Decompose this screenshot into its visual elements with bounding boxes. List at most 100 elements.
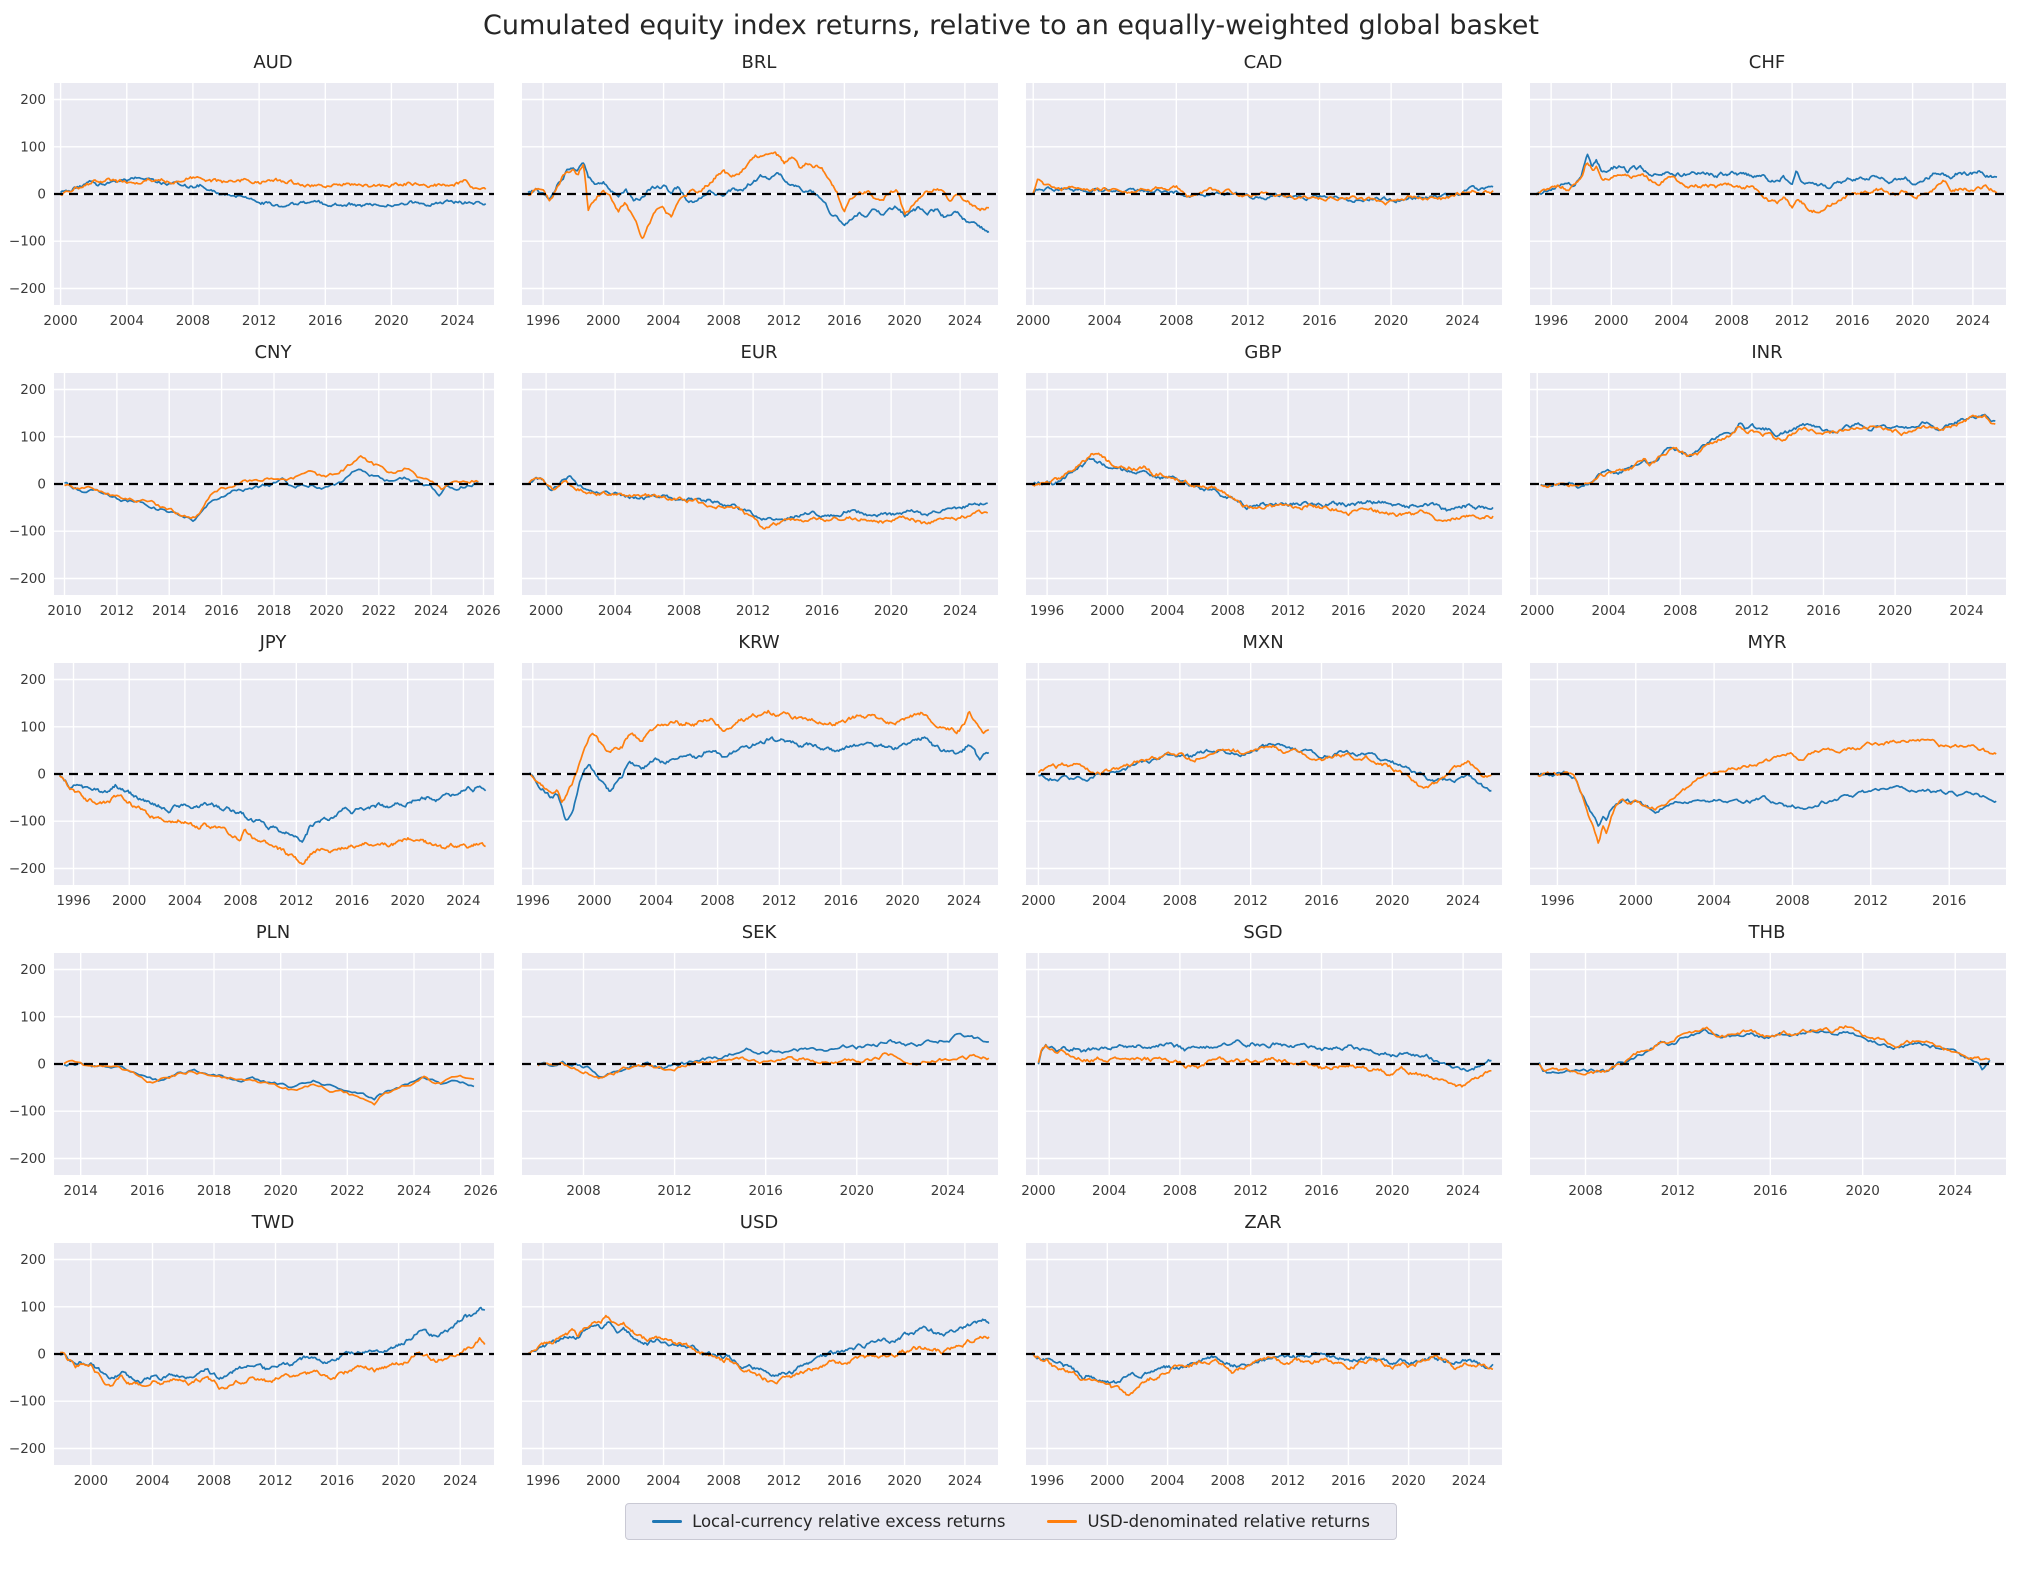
x-tick-label: 2004: [1150, 603, 1184, 619]
x-tick-label: 2014: [152, 603, 186, 619]
x-tick-label: 2016: [1304, 893, 1338, 909]
series-line-usd: [60, 1337, 486, 1390]
y-tick-label: −200: [9, 571, 46, 587]
chart-plot-gbp: 1996 2000 2004 2008 2012 2016 2020 2024: [1026, 373, 1502, 619]
chart-plot-jpy: 1996 2000 2004 2008 2012 2016 2020 2024 200 100 0 −…: [9, 663, 494, 909]
x-tick-label: 2016: [1806, 603, 1840, 619]
chart-cell-mxn: MXN 2000 2004 2008 2012 2016 2020 2024: [1016, 629, 1510, 917]
x-tick-label: 2000: [586, 313, 620, 329]
chart-plot-sgd: 2000 2004 2008 2012 2016 2020 2024: [1021, 953, 1502, 1199]
x-tick-label: 2004: [646, 1473, 680, 1489]
x-tick-label: 2012: [767, 1473, 801, 1489]
x-tick-label: 2008: [1211, 1473, 1245, 1489]
chart-cell-zar: ZAR 1996 2000 2004 2008 2012 2016 2020 2024: [1016, 1209, 1510, 1497]
x-tick-label: 2012: [1735, 603, 1769, 619]
x-tick-label: 2012: [657, 1183, 691, 1199]
x-tick-label: 2000: [529, 603, 563, 619]
chart-plot-cad: 2000 2004 2008 2012 2016 2020 2024: [1016, 83, 1502, 329]
x-tick-label: 2012: [258, 1473, 292, 1489]
x-tick-label: 2016: [204, 603, 238, 619]
x-tick-label: 2008: [1159, 313, 1193, 329]
x-tick-label: 2016: [1835, 313, 1869, 329]
x-tick-label: 2000: [43, 313, 77, 329]
chart-title-mxn: MXN: [1242, 632, 1284, 653]
series-line-usd: [528, 477, 989, 530]
series-line-usd: [1037, 1044, 1492, 1088]
x-tick-label: 2004: [1092, 1183, 1126, 1199]
x-tick-label: 2012: [1271, 603, 1305, 619]
x-tick-label: 2024: [443, 1473, 477, 1489]
x-tick-label: 2020: [1391, 603, 1425, 619]
x-tick-label: 2024: [947, 893, 981, 909]
series-line-usd: [1031, 452, 1494, 523]
series-line-usd: [527, 1314, 990, 1385]
x-tick-label: 2012: [736, 603, 770, 619]
x-tick-label: 2024: [1938, 1183, 1972, 1199]
x-tick-label: 2020: [874, 603, 908, 619]
x-tick-label: 2008: [707, 1473, 741, 1489]
x-tick-label: 2024: [1446, 893, 1480, 909]
x-tick-label: 2004: [1654, 313, 1688, 329]
x-tick-label: 2004: [135, 1473, 169, 1489]
x-tick-label: 2008: [1211, 603, 1245, 619]
local-line-swatch-icon: [652, 1520, 683, 1523]
chart-title-zar: ZAR: [1244, 1212, 1282, 1233]
chart-plot-cny: 2010 2012 2014 2016 2018 2020 2022 2024 2026 200 1…: [9, 373, 500, 619]
x-tick-label: 2016: [320, 1473, 354, 1489]
x-tick-label: 2008: [707, 313, 741, 329]
x-tick-label: 2016: [130, 1183, 164, 1199]
legend-label-local: Local-currency relative excess returns: [692, 1512, 1006, 1531]
x-tick-label: 2020: [1374, 313, 1408, 329]
chart-cell-eur: EUR 2000 2004 2008 2012 2016 2020 2024: [512, 339, 1006, 627]
chart-cell-cny: CNY 2010 2012 2014 2016 2018 2020 2022 2024 2026 2…: [8, 339, 502, 627]
x-tick-label: 2020: [1878, 603, 1912, 619]
series-line-usd: [1037, 744, 1492, 789]
y-tick-label: 200: [20, 1252, 46, 1268]
series-line-usd: [1031, 1352, 1494, 1397]
x-tick-label: 2008: [197, 1473, 231, 1489]
chart-cell-jpy: JPY 1996 2000 2004 2008 2012 2016 2020 2024 200 10…: [8, 629, 502, 917]
x-tick-label: 2004: [646, 313, 680, 329]
chart-plot-sek: 2008 2012 2016 2020 2024: [522, 953, 998, 1199]
x-tick-label: 2004: [639, 893, 673, 909]
x-tick-label: 2018: [197, 1183, 231, 1199]
x-tick-label: 1996: [526, 1473, 560, 1489]
chart-title-pln: PLN: [255, 922, 291, 943]
x-tick-label: 2008: [1715, 313, 1749, 329]
x-tick-label: 2008: [176, 313, 210, 329]
x-tick-label: 2024: [414, 603, 448, 619]
y-tick-label: 0: [37, 477, 46, 493]
chart-cell-krw: KRW 1996 2000 2004 2008 2012 2016 2020 2024: [512, 629, 1006, 917]
x-tick-label: 2020: [1391, 1473, 1425, 1489]
series-line-local: [527, 162, 990, 233]
chart-title-krw: KRW: [738, 632, 780, 653]
y-tick-label: 100: [20, 139, 46, 155]
series-line-local: [528, 736, 990, 821]
x-tick-label: 1996: [1540, 893, 1574, 909]
y-tick-label: 0: [37, 1057, 46, 1073]
chart-title-usd: USD: [739, 1212, 779, 1233]
x-tick-label: 2016: [308, 313, 342, 329]
x-tick-label: 2000: [112, 893, 146, 909]
chart-cell-pln: PLN 2014 2016 2018 2020 2022 2024 2026 200 100 0 −1…: [8, 919, 502, 1207]
x-tick-label: 2024: [931, 1183, 965, 1199]
chart-cell-usd: USD 1996 2000 2004 2008 2012 2016 2020 2024: [512, 1209, 1006, 1497]
x-tick-label: 2016: [1304, 1183, 1338, 1199]
x-tick-label: 2014: [64, 1183, 98, 1199]
x-tick-label: 2024: [1446, 1183, 1480, 1199]
x-tick-label: 2016: [335, 893, 369, 909]
y-tick-label: −100: [9, 524, 46, 540]
x-tick-label: 1996: [526, 313, 560, 329]
x-tick-label: 2012: [1271, 1473, 1305, 1489]
x-tick-label: 2020: [885, 893, 919, 909]
y-tick-label: 0: [37, 767, 46, 783]
x-tick-label: 2016: [1302, 313, 1336, 329]
x-tick-label: 2024: [440, 313, 474, 329]
series-line-local: [1537, 770, 1997, 827]
x-tick-label: 2012: [279, 893, 313, 909]
chart-title-eur: EUR: [740, 342, 778, 363]
x-tick-label: 2000: [1594, 313, 1628, 329]
x-tick-label: 2008: [667, 603, 701, 619]
y-tick-label: 100: [20, 719, 46, 735]
series-line-usd: [527, 151, 989, 240]
